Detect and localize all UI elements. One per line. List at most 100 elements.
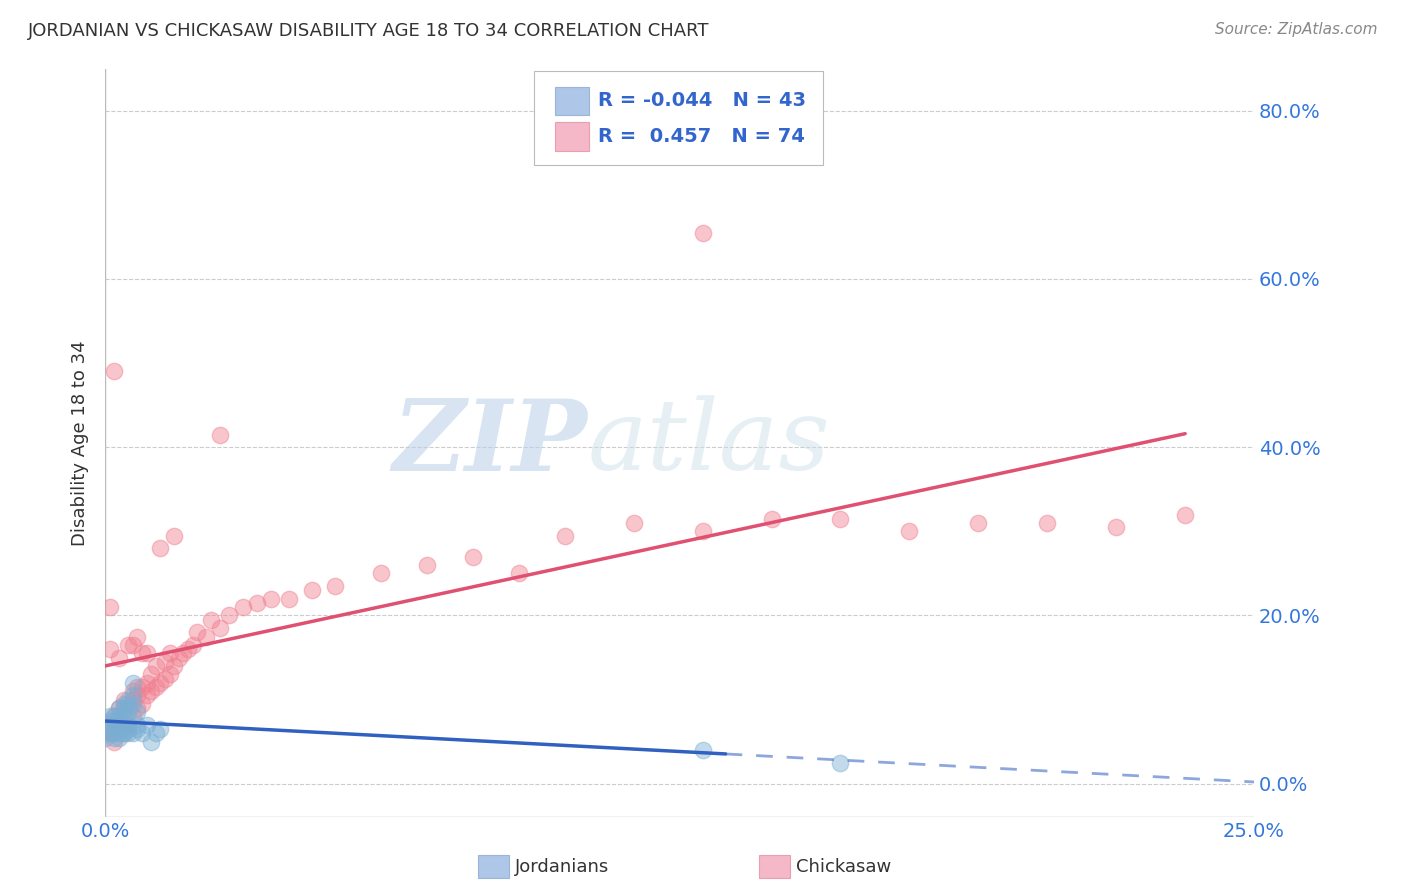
Point bbox=[149, 675, 172, 690]
Point bbox=[112, 701, 135, 715]
Point bbox=[967, 516, 990, 530]
Point bbox=[141, 735, 163, 749]
Point bbox=[94, 731, 117, 745]
Point bbox=[117, 718, 139, 732]
Point bbox=[112, 697, 135, 711]
Point bbox=[98, 726, 121, 740]
Point bbox=[218, 608, 240, 623]
Point bbox=[692, 524, 714, 539]
Point bbox=[232, 600, 254, 615]
Point bbox=[121, 684, 143, 698]
Point bbox=[153, 655, 176, 669]
Point bbox=[508, 566, 530, 581]
Point bbox=[117, 718, 139, 732]
Point bbox=[112, 726, 135, 740]
Point bbox=[108, 726, 131, 740]
Point bbox=[117, 726, 139, 740]
Point bbox=[167, 650, 190, 665]
Point bbox=[117, 706, 139, 720]
Point bbox=[103, 364, 125, 378]
Point bbox=[108, 718, 131, 732]
Point bbox=[149, 722, 172, 736]
Point bbox=[103, 714, 125, 728]
Point bbox=[131, 680, 153, 694]
Point bbox=[117, 722, 139, 736]
Point bbox=[103, 726, 125, 740]
Point bbox=[416, 558, 439, 572]
Point bbox=[163, 528, 186, 542]
Point bbox=[108, 701, 131, 715]
Point bbox=[370, 566, 392, 581]
Point bbox=[461, 549, 484, 564]
Point bbox=[177, 642, 200, 657]
Point bbox=[121, 726, 143, 740]
Text: JORDANIAN VS CHICKASAW DISABILITY AGE 18 TO 34 CORRELATION CHART: JORDANIAN VS CHICKASAW DISABILITY AGE 18… bbox=[28, 22, 710, 40]
Text: atlas: atlas bbox=[588, 395, 831, 491]
Point bbox=[108, 709, 131, 723]
Point bbox=[135, 675, 157, 690]
Point bbox=[103, 735, 125, 749]
Point bbox=[127, 680, 149, 694]
Point bbox=[98, 600, 121, 615]
Text: R = -0.044   N = 43: R = -0.044 N = 43 bbox=[598, 91, 806, 111]
Point bbox=[94, 718, 117, 732]
Point bbox=[159, 667, 181, 681]
Point bbox=[135, 718, 157, 732]
Point bbox=[830, 756, 852, 770]
Point bbox=[181, 638, 204, 652]
Point bbox=[108, 701, 131, 715]
Point bbox=[149, 541, 172, 556]
Point bbox=[246, 596, 269, 610]
Point bbox=[278, 591, 301, 606]
Point bbox=[103, 731, 125, 745]
Text: R =  0.457   N = 74: R = 0.457 N = 74 bbox=[598, 127, 804, 146]
Point bbox=[98, 726, 121, 740]
Point bbox=[98, 709, 121, 723]
Point bbox=[121, 689, 143, 703]
Y-axis label: Disability Age 18 to 34: Disability Age 18 to 34 bbox=[72, 340, 89, 546]
Point bbox=[145, 680, 167, 694]
Point bbox=[121, 638, 143, 652]
Point bbox=[761, 512, 783, 526]
Point bbox=[112, 701, 135, 715]
Point bbox=[135, 689, 157, 703]
Point bbox=[209, 621, 232, 635]
Point bbox=[323, 579, 346, 593]
Point bbox=[131, 726, 153, 740]
Point bbox=[121, 675, 143, 690]
Point bbox=[127, 689, 149, 703]
Point bbox=[103, 726, 125, 740]
Point bbox=[103, 718, 125, 732]
Point bbox=[301, 583, 323, 598]
Point bbox=[135, 646, 157, 660]
Point bbox=[127, 630, 149, 644]
Point bbox=[141, 667, 163, 681]
Text: Chickasaw: Chickasaw bbox=[796, 858, 891, 876]
Point bbox=[112, 722, 135, 736]
Point bbox=[259, 591, 281, 606]
Point bbox=[195, 630, 218, 644]
Point bbox=[108, 718, 131, 732]
Point bbox=[103, 709, 125, 723]
Point bbox=[117, 692, 139, 706]
Point bbox=[131, 646, 153, 660]
Point bbox=[200, 613, 222, 627]
Point bbox=[112, 718, 135, 732]
Point bbox=[98, 642, 121, 657]
Point bbox=[108, 650, 131, 665]
Point bbox=[145, 726, 167, 740]
Text: Jordanians: Jordanians bbox=[515, 858, 609, 876]
Point bbox=[692, 226, 714, 240]
Point bbox=[186, 625, 208, 640]
Point bbox=[141, 684, 163, 698]
Point bbox=[112, 692, 135, 706]
Point bbox=[127, 706, 149, 720]
Point bbox=[163, 659, 186, 673]
Point bbox=[121, 709, 143, 723]
Point bbox=[623, 516, 645, 530]
Point bbox=[159, 646, 181, 660]
Point bbox=[103, 709, 125, 723]
Point bbox=[898, 524, 921, 539]
Point bbox=[108, 714, 131, 728]
Point bbox=[127, 701, 149, 715]
